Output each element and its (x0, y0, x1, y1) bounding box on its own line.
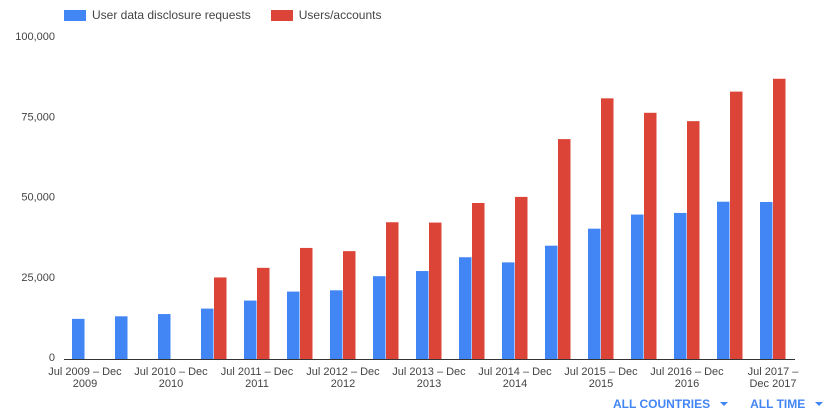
x-tick-label: Jul 2012 – Dec (306, 366, 380, 378)
bar-requests (588, 228, 601, 359)
legend-swatch-red (270, 9, 293, 21)
x-tick-label: 2013 (417, 378, 441, 390)
bar-requests (72, 318, 85, 359)
bar-requests (760, 202, 773, 359)
time-dropdown[interactable]: ALL TIME (750, 397, 824, 411)
x-tick-label: 2014 (503, 378, 527, 390)
bar-requests (717, 201, 730, 359)
bar-requests (330, 290, 343, 359)
countries-label: ALL COUNTRIES (613, 397, 711, 411)
bar-requests (674, 212, 687, 359)
bar-accounts (257, 267, 270, 359)
bar-accounts (214, 277, 227, 359)
bar-accounts (601, 98, 614, 360)
y-tick-label: 100,000 (15, 31, 55, 43)
legend-label: Users/accounts (298, 8, 382, 22)
x-tick-label: Jul 2017 – (748, 366, 800, 378)
countries-dropdown[interactable]: ALL COUNTRIES (613, 397, 729, 411)
bar-requests (373, 276, 386, 359)
x-tick-label: 2015 (589, 378, 613, 390)
bar-accounts (515, 196, 528, 359)
y-tick-label: 75,000 (21, 111, 55, 123)
caret-down-icon (815, 402, 824, 406)
bar-requests (244, 300, 257, 359)
bar-requests (545, 245, 558, 359)
x-tick-label: Jul 2009 – Dec (48, 366, 122, 378)
bar-requests (201, 308, 214, 359)
y-tick-label: 0 (49, 352, 55, 364)
x-tick-label: Jul 2013 – Dec (392, 366, 466, 378)
x-tick-label: Jul 2014 – Dec (478, 366, 552, 378)
caret-down-icon (720, 402, 729, 406)
legend-item-accounts[interactable]: Users/accounts (270, 8, 382, 22)
x-tick-label: Jul 2016 – Dec (650, 366, 724, 378)
bar-accounts (429, 222, 442, 359)
x-tick-label: 2009 (73, 378, 97, 390)
bar-accounts (300, 247, 313, 359)
y-tick-label: 50,000 (21, 192, 55, 204)
bar-accounts (472, 202, 485, 359)
bar-requests (158, 314, 171, 359)
bar-accounts (730, 91, 743, 360)
bar-accounts (773, 78, 786, 359)
bar-chart: 0 25,000 50,000 75,000 100,000 Jul 2009 – Dec… (15, 31, 800, 390)
bar-requests (631, 214, 644, 359)
bar-accounts (558, 139, 571, 359)
bar-requests (502, 262, 515, 359)
x-tick-label: Jul 2011 – Dec (221, 366, 294, 378)
bar-accounts (343, 251, 356, 359)
bar-accounts (644, 112, 657, 359)
legend: User data disclosure requests Users/acco… (64, 8, 381, 22)
x-tick-label: 2012 (331, 378, 355, 390)
legend-item-requests[interactable]: User data disclosure requests (64, 8, 251, 22)
y-tick-label: 25,000 (21, 272, 55, 284)
x-tick-label: 2010 (159, 378, 183, 390)
bar-accounts (386, 222, 399, 359)
bar-accounts (687, 121, 700, 359)
time-label: ALL TIME (750, 397, 806, 411)
x-tick-label: Jul 2015 – Dec (564, 366, 638, 378)
legend-label: User data disclosure requests (92, 8, 251, 22)
bar-requests (416, 271, 429, 359)
bar-requests (115, 316, 128, 359)
x-tick-label: 2011 (245, 378, 269, 390)
bar-requests (287, 291, 300, 359)
x-tick-label: 2016 (675, 378, 699, 390)
legend-swatch-blue (64, 9, 86, 21)
bar-requests (459, 257, 472, 359)
x-tick-label: Dec 2017 (749, 378, 796, 390)
x-tick-label: Jul 2010 – Dec (134, 366, 208, 378)
